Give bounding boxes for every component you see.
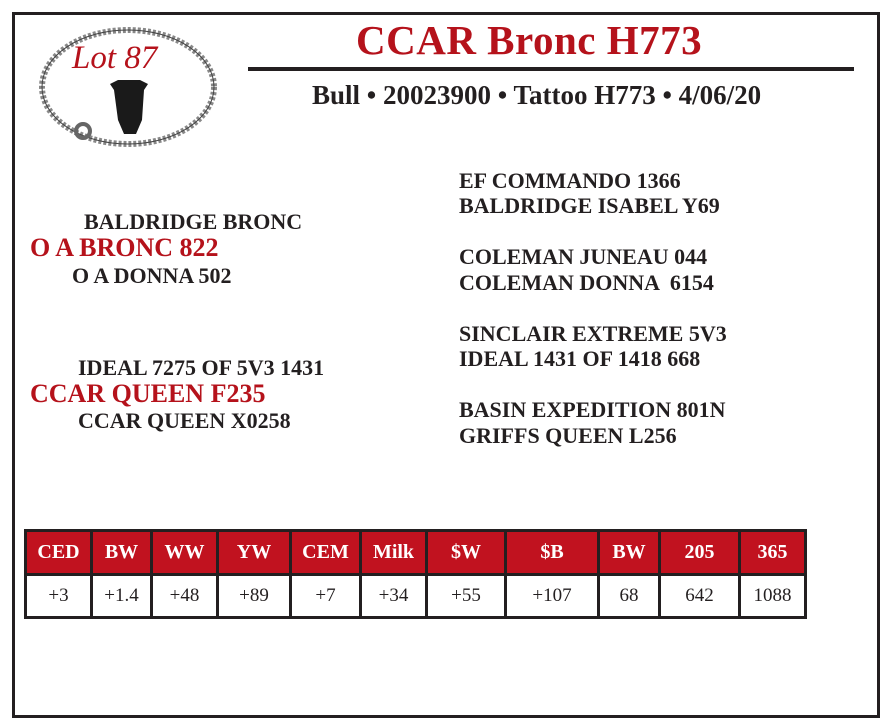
col-header: BW [600, 532, 658, 573]
dam-dam-dam: GRIFFS QUEEN L256 [459, 423, 677, 448]
sire-sire-dam: BALDRIDGE ISABEL Y69 [459, 193, 720, 218]
cell: +107 [507, 576, 597, 616]
animal-details: Bull • 20023900 • Tattoo H773 • 4/06/20 [312, 80, 762, 110]
col-header: $B [507, 532, 597, 573]
bull-head-icon [110, 80, 148, 134]
col-header: CEM [292, 532, 359, 573]
page-border [12, 12, 880, 718]
cell: +1.4 [93, 576, 150, 616]
col-header: Milk [362, 532, 425, 573]
cell: +7 [292, 576, 359, 616]
cell: +55 [428, 576, 504, 616]
cell: 642 [661, 576, 738, 616]
cell: +89 [219, 576, 289, 616]
header-divider [248, 67, 854, 71]
lot-number: Lot 87 [72, 40, 158, 76]
sire-sire-sire: EF COMMANDO 1366 [459, 168, 681, 193]
sire: O A BRONC 822 [30, 233, 219, 262]
cell: 1088 [741, 576, 804, 616]
dam-sire: IDEAL 7275 OF 5V3 1431 [78, 355, 325, 380]
col-header: 365 [741, 532, 804, 573]
col-header: $W [428, 532, 504, 573]
col-header: 205 [661, 532, 738, 573]
dam: CCAR QUEEN F235 [30, 379, 266, 408]
col-header: YW [219, 532, 289, 573]
col-header: WW [153, 532, 216, 573]
cell: 68 [600, 576, 658, 616]
col-header: CED [27, 532, 90, 573]
col-header: BW [93, 532, 150, 573]
epd-table: CED BW WW YW CEM Milk $W $B BW 205 365 +… [24, 529, 807, 619]
lot-logo [39, 27, 217, 147]
dam-dam: CCAR QUEEN X0258 [78, 408, 291, 433]
epd-value-row: +3 +1.4 +48 +89 +7 +34 +55 +107 68 642 1… [27, 576, 804, 616]
sire-dam-sire: COLEMAN JUNEAU 044 [459, 244, 708, 269]
cell: +48 [153, 576, 216, 616]
sire-sire: BALDRIDGE BRONC [84, 209, 303, 234]
dam-sire-sire: SINCLAIR EXTREME 5V3 [459, 321, 727, 346]
cell: +3 [27, 576, 90, 616]
cell: +34 [362, 576, 425, 616]
epd-header-row: CED BW WW YW CEM Milk $W $B BW 205 365 [27, 532, 804, 573]
sire-dam-dam: COLEMAN DONNA 6154 [459, 270, 714, 295]
dam-dam-sire: BASIN EXPEDITION 801N [459, 397, 726, 422]
dam-sire-dam: IDEAL 1431 OF 1418 668 [459, 346, 701, 371]
sire-dam: O A DONNA 502 [72, 263, 232, 288]
animal-name: CCAR Bronc H773 [356, 17, 703, 63]
